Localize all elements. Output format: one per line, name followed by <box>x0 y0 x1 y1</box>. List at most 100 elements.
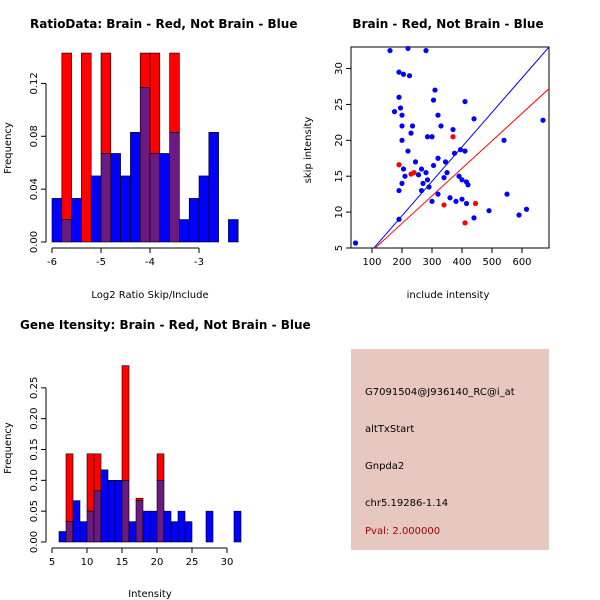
gene-bar-not-brain <box>128 521 137 543</box>
gene-bar-not-brain <box>177 510 186 543</box>
ratio-bar-not-brain <box>120 175 131 243</box>
scatter-y-tick-label: 15 <box>334 170 345 183</box>
gene-x-tick-label: 25 <box>186 557 199 568</box>
scatter-point-not-brain <box>399 123 405 129</box>
scatter-point-brain <box>450 134 456 140</box>
ratio-y-tick-label: 0.04 <box>29 178 40 200</box>
gene-bar-brain <box>135 497 144 501</box>
gene-bar-overlap <box>121 480 130 543</box>
gene-bar-not-brain <box>79 521 88 543</box>
ratio-bar-brain <box>61 52 72 220</box>
gene-bar-not-brain <box>142 510 151 543</box>
ratio-bar-not-brain <box>71 198 82 243</box>
ratio-histogram-ylabel: Frequency <box>3 122 14 174</box>
scatter-point-not-brain <box>430 97 437 103</box>
scatter-point-not-brain <box>447 195 453 201</box>
scatter-point-not-brain <box>459 177 465 183</box>
ratio-x-tick-label: -6 <box>47 257 57 268</box>
scatter-point-not-brain <box>435 112 441 118</box>
ratio-bar-overlap <box>169 132 180 243</box>
scatter-point-not-brain <box>462 98 468 105</box>
scatter-y-tick-label: 25 <box>334 98 345 111</box>
scatter-point-not-brain <box>399 112 405 118</box>
gene-bar-not-brain <box>107 480 116 543</box>
scatter-point-not-brain <box>523 206 530 212</box>
gene-bar-overlap <box>156 480 165 543</box>
ratio-bar-brain <box>100 52 112 154</box>
gene-bar-not-brain <box>163 510 172 543</box>
scatter-point-not-brain <box>397 105 404 111</box>
gene-x-tick-label: 10 <box>81 557 94 568</box>
scatter-point-not-brain <box>429 198 435 204</box>
intensity-scatter: Brain - Red, Not Brain - Blue 100 200 300 4… <box>303 17 550 301</box>
scatter-plot-box <box>350 46 550 249</box>
scatter-x-tick-label: 200 <box>392 257 411 268</box>
scatter-point-not-brain <box>540 117 546 123</box>
intensity-scatter-title: Brain - Red, Not Brain - Blue <box>352 17 543 31</box>
ratio-bar-overlap <box>149 153 161 243</box>
ratio-bar-overlap <box>61 219 72 243</box>
scatter-point-not-brain <box>435 155 441 161</box>
scatter-point-not-brain <box>399 180 405 186</box>
scatter-point-not-brain <box>463 200 470 207</box>
ratio-histogram: RatioData: Brain - Red, Not Brain - Blue… <box>3 17 297 301</box>
scatter-point-not-brain <box>501 137 507 143</box>
scatter-point-not-brain <box>430 162 437 169</box>
scatter-y-tick-label: 5 <box>334 245 345 251</box>
gene-y-tick-label: 0.25 <box>29 377 40 399</box>
scatter-point-not-brain <box>435 191 441 197</box>
scatter-point-not-brain <box>352 240 359 246</box>
scatter-point-not-brain <box>405 45 411 52</box>
gene-bar-brain <box>86 453 95 512</box>
ratio-bar-not-brain <box>110 153 121 243</box>
ratio-bar-not-brain <box>188 198 200 243</box>
ratio-bar-brain <box>81 52 92 243</box>
scatter-point-not-brain <box>415 172 422 178</box>
gene-x-tick-label: 30 <box>221 557 234 568</box>
ratio-bar-brain <box>139 52 151 88</box>
fit-line-red <box>374 88 549 248</box>
scatter-point-not-brain <box>391 109 398 115</box>
gene-bar-not-brain <box>72 500 81 543</box>
gene-x-tick-label: 5 <box>49 557 55 568</box>
location-text: chr5.19286-1.14 <box>365 498 449 509</box>
ratio-histogram-xlabel: Log2 Ratio Skip/Include <box>91 290 208 301</box>
gene-x-tick-label: 20 <box>151 557 164 568</box>
scatter-point-not-brain <box>471 116 477 122</box>
scatter-point-not-brain <box>486 208 492 214</box>
scatter-point-not-brain <box>459 196 465 202</box>
scatter-point-not-brain <box>424 134 431 140</box>
scatter-point-not-brain <box>396 94 402 100</box>
scatter-point-brain <box>472 200 479 207</box>
scatter-point-brain <box>411 170 417 176</box>
gene-bar-overlap <box>135 500 144 543</box>
scatter-point-not-brain <box>400 166 407 172</box>
scatter-point-not-brain <box>408 130 414 136</box>
gene-intensity-histogram: Gene Itensity: Brain - Red, Not Brain - … <box>3 318 311 600</box>
gene-bar-not-brain <box>170 521 179 543</box>
scatter-point-not-brain <box>450 126 456 133</box>
scatter-x-tick-label: 100 <box>362 257 381 268</box>
gene-intensity-histogram-title: Gene Itensity: Brain - Red, Not Brain - … <box>20 318 311 332</box>
scatter-point-not-brain <box>396 187 402 194</box>
scatter-point-not-brain <box>444 170 450 176</box>
pval-text: Pval: 2.000000 <box>365 526 441 537</box>
gene-bar-brain <box>121 365 130 481</box>
scatter-point-not-brain <box>396 69 402 75</box>
ratio-bar-not-brain <box>51 198 63 243</box>
gene-bar-overlap <box>65 521 74 543</box>
gene-y-tick-label: 0.10 <box>29 469 40 491</box>
scatter-point-not-brain <box>442 159 449 165</box>
scatter-y-tick-label: 20 <box>334 134 345 147</box>
scatter-point-not-brain <box>465 182 471 188</box>
scatter-point-not-brain <box>429 134 435 140</box>
scatter-x-tick-label: 500 <box>482 257 501 268</box>
ratio-bar-brain <box>149 52 161 154</box>
gene-bar-not-brain <box>100 469 109 543</box>
scatter-point-not-brain <box>504 191 510 197</box>
ratio-bar-not-brain <box>90 175 102 243</box>
scatter-point-not-brain <box>399 137 405 143</box>
scatter-point-not-brain <box>423 170 429 176</box>
ratio-bar-overlap <box>100 153 112 243</box>
probe-id-text: G7091504@J936140_RC@i_at <box>365 387 515 398</box>
